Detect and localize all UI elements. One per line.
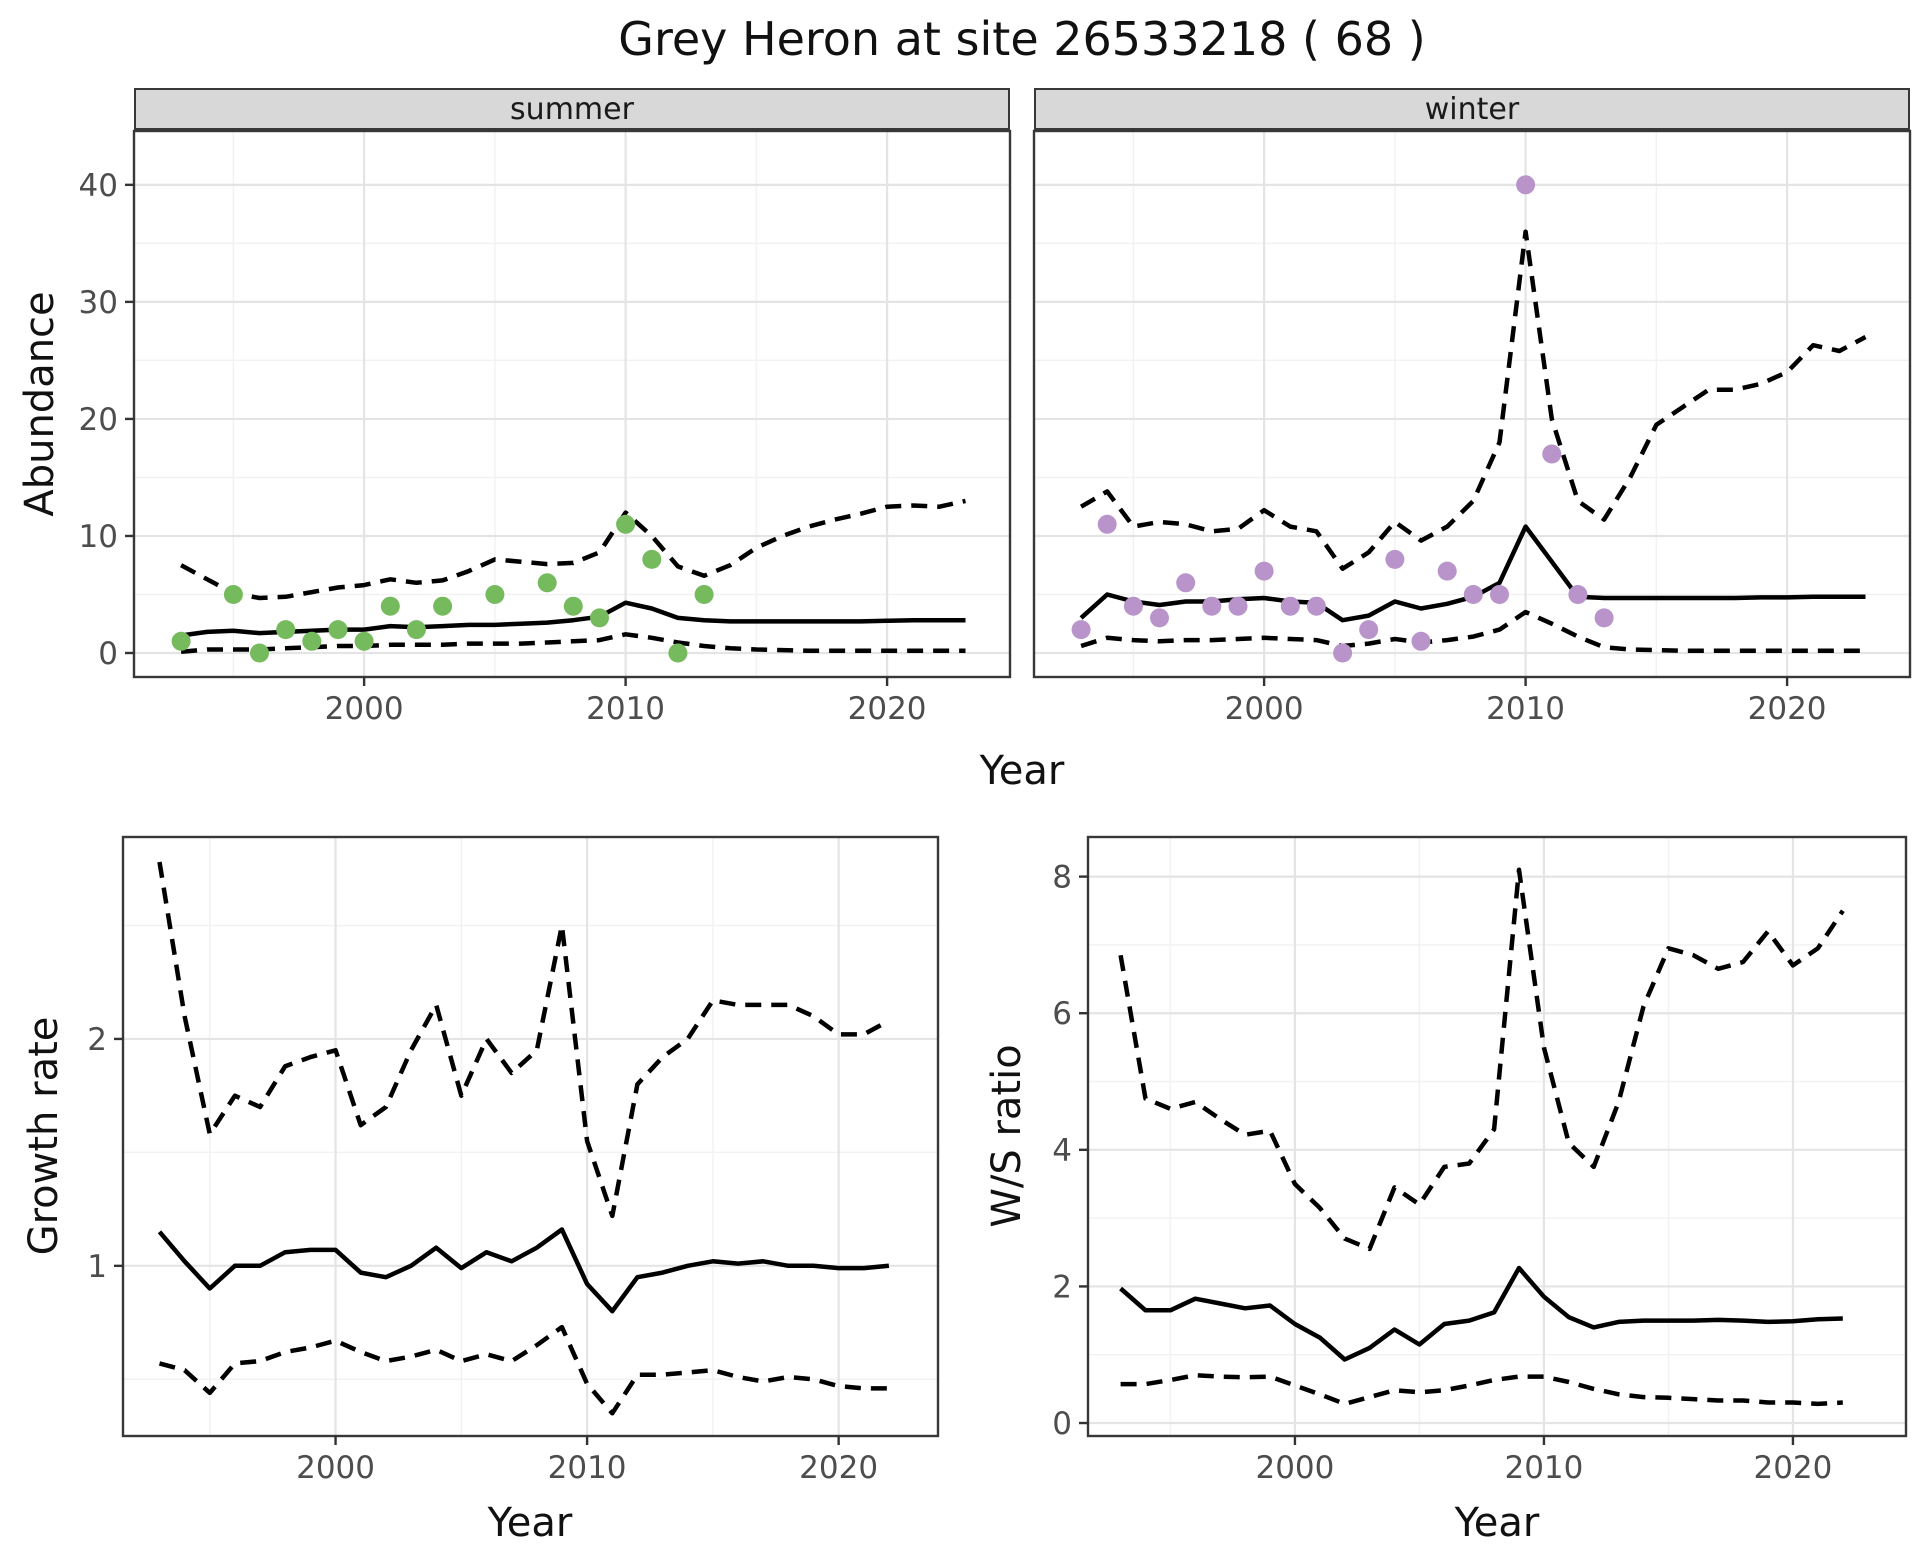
observed-point	[223, 585, 243, 604]
y-tick-label: 0	[1052, 1406, 1072, 1442]
x-axis-title-top: Year	[979, 748, 1065, 794]
observed-point	[1150, 608, 1169, 628]
panel-bg	[1088, 837, 1906, 1436]
observed-point	[406, 620, 426, 640]
observed-point	[590, 608, 609, 628]
observed-point	[1542, 444, 1562, 464]
observed-point	[1306, 596, 1326, 616]
x-tick-label: 2020	[848, 691, 927, 727]
facet-strip-winter: winter	[1034, 88, 1910, 131]
ci_upper-line	[1118, 867, 1845, 1252]
observed-point	[1411, 631, 1431, 651]
observed-point	[1228, 596, 1248, 616]
y-tick-label: 6	[1052, 996, 1072, 1032]
x-axis-title-growth: Year	[487, 1500, 573, 1546]
observed-point	[1385, 549, 1405, 569]
facet-strip-summer: summer	[134, 88, 1010, 131]
observed-point	[1568, 585, 1588, 604]
observed-point	[171, 631, 191, 651]
chart-title: Grey Heron at site 26533218 ( 68 )	[618, 12, 1426, 66]
ci_upper-line	[157, 861, 890, 1219]
y-tick-label: 2	[1052, 1269, 1072, 1305]
y-tick-label: 40	[79, 168, 118, 204]
observed-point	[1280, 596, 1300, 616]
x-tick-label: 2000	[1255, 1450, 1334, 1486]
panel-border	[121, 835, 940, 1438]
x-tick-label: 2010	[548, 1450, 627, 1486]
x-tick-label: 2000	[296, 1450, 375, 1486]
observed-point	[668, 643, 688, 663]
y-tick-label: 0	[98, 636, 118, 672]
observed-point	[433, 596, 453, 616]
observed-point	[616, 514, 636, 534]
observed-point	[1202, 596, 1222, 616]
y-tick-label: 2	[87, 1022, 107, 1058]
panel-border	[132, 129, 1012, 679]
x-tick-label: 2010	[1486, 691, 1565, 727]
observed-point	[1594, 608, 1614, 628]
observed-point	[563, 596, 583, 616]
fit-line	[1119, 1265, 1843, 1362]
x-tick-label: 2000	[1225, 691, 1304, 727]
observed-point	[1359, 620, 1379, 640]
fit-line	[157, 1227, 890, 1314]
observed-point	[1333, 643, 1353, 663]
panel-bg	[123, 837, 938, 1436]
ci_upper-line	[180, 498, 966, 601]
observed-point	[354, 631, 374, 651]
x-axis-title-ws: Year	[1454, 1500, 1540, 1546]
observed-point	[1254, 561, 1274, 581]
observed-point	[1097, 514, 1117, 534]
facet-label-winter: winter	[1424, 91, 1520, 127]
y-tick-label: 8	[1052, 860, 1072, 896]
ci_lower-line	[1120, 1372, 1843, 1407]
observed-point	[537, 573, 557, 593]
x-tick-label: 2020	[1748, 691, 1827, 727]
ci_lower-line	[158, 1324, 889, 1416]
y-axis-title-abundance: Abundance	[17, 291, 63, 517]
observed-point	[1490, 585, 1509, 604]
observed-point	[1437, 561, 1457, 581]
y-tick-label: 4	[1052, 1133, 1072, 1169]
x-tick-label: 2020	[799, 1450, 878, 1486]
panel-border	[1032, 129, 1912, 679]
observed-point	[328, 620, 348, 640]
observed-point	[642, 549, 662, 569]
observed-point	[1123, 596, 1143, 616]
panel-growth-rate: 2000 2010 2020 1 2	[87, 835, 940, 1486]
observed-point	[1071, 620, 1091, 640]
observed-point	[1463, 585, 1483, 604]
observed-point	[302, 631, 322, 651]
observed-point	[1176, 573, 1196, 593]
panel-border	[1086, 835, 1908, 1438]
y-axis-title-ws: W/S ratio	[984, 1044, 1030, 1228]
y-tick-label: 1	[87, 1249, 107, 1285]
y-tick-label: 20	[79, 402, 118, 438]
observed-point	[1516, 175, 1536, 195]
facet-label-summer: summer	[510, 91, 634, 127]
observed-point	[694, 585, 714, 604]
panel-abundance-summer: 2000 2010 2020 0 10 20 30 40	[79, 129, 1012, 727]
observed-point	[250, 643, 269, 663]
panel-bg	[134, 131, 1010, 677]
y-tick-label: 30	[79, 285, 118, 321]
panel-ws-ratio: 2000 2010 2020 0 2 4 6 8	[1052, 835, 1908, 1486]
y-axis-title-growth: Growth rate	[21, 1016, 67, 1256]
observed-point	[485, 585, 505, 604]
x-tick-label: 2010	[1504, 1450, 1583, 1486]
panel-abundance-winter: 2000 2010 2020	[1032, 129, 1912, 727]
observed-point	[276, 620, 296, 640]
x-tick-label: 2010	[586, 691, 665, 727]
x-tick-label: 2000	[325, 691, 404, 727]
ci_lower-line	[1080, 609, 1866, 653]
fit-line	[180, 600, 966, 638]
x-tick-label: 2020	[1753, 1450, 1832, 1486]
observed-point	[380, 596, 400, 616]
y-tick-label: 10	[79, 519, 118, 555]
